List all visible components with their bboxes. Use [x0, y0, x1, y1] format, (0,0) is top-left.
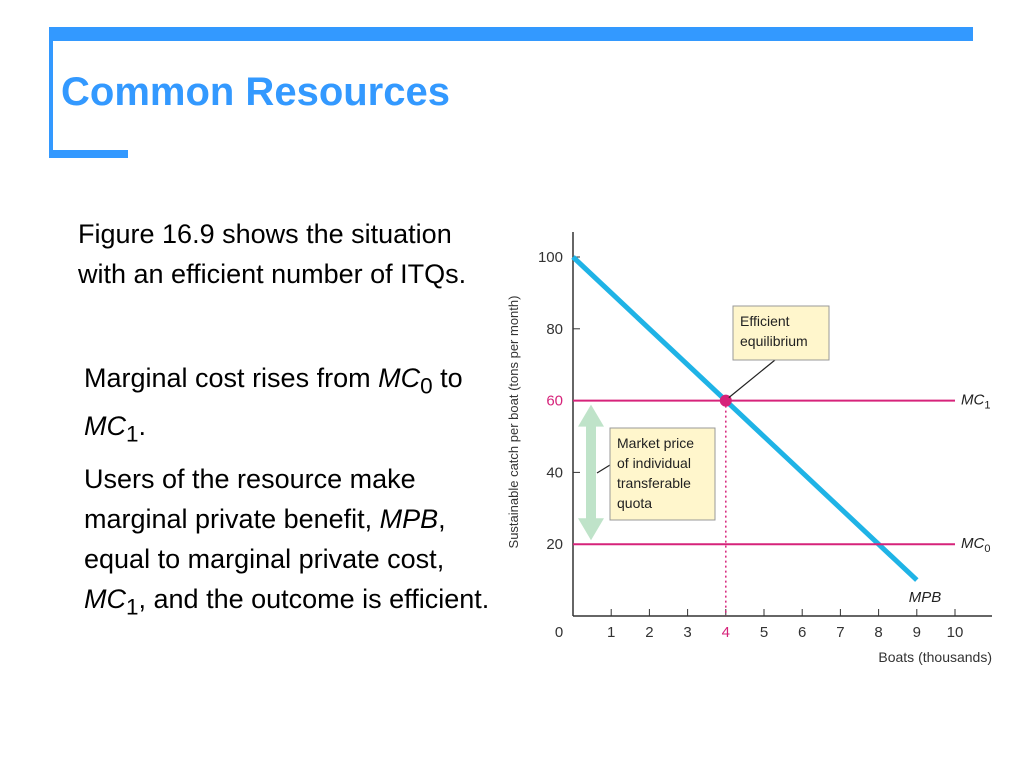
mc0-label: MC0: [961, 535, 990, 555]
y-axis-label: Sustainable catch per boat (tons per mon…: [506, 296, 521, 549]
x-tick-label: 1: [607, 624, 615, 641]
bullet-text: , and the outcome is efficient.: [138, 584, 490, 614]
y-tick-label: 80: [546, 321, 563, 338]
x-tick-label: 2: [645, 624, 653, 641]
efficient-equilibrium-label: Efficient: [740, 313, 790, 329]
quota-price-label: transferable: [617, 475, 691, 491]
x-tick-label: 0: [555, 624, 563, 641]
efficient-equilibrium-label: equilibrium: [740, 333, 808, 349]
mc0-subscript: 0: [420, 373, 433, 399]
mc1-label: MC: [84, 411, 126, 442]
mc0-label: MC: [378, 363, 421, 393]
quota-price-label: quota: [617, 495, 652, 511]
bullet-text: Users of the resource make marginal priv…: [84, 464, 416, 534]
x-tick-label: 8: [874, 624, 882, 641]
y-tick-label: 60: [546, 393, 563, 410]
quota-arrow-head-down: [578, 518, 604, 541]
x-tick-label: 7: [836, 624, 844, 641]
bullet-marginal-cost: Marginal cost rises from MC0 to MC1.: [84, 358, 504, 455]
x-tick-label: 10: [947, 624, 964, 641]
quota-price-label: Market price: [617, 435, 694, 451]
bullet-users: Users of the resource make marginal priv…: [84, 459, 504, 627]
x-tick-label: 9: [913, 624, 921, 641]
title-accent-bar: [51, 27, 973, 41]
equilibrium-point: [719, 394, 732, 407]
y-tick-label: 40: [546, 464, 563, 481]
mc1-subscript: 1: [126, 421, 139, 447]
x-tick-label: 6: [798, 624, 806, 641]
x-tick-label: 5: [760, 624, 768, 641]
mpb-label: MPB: [909, 589, 942, 606]
itq-chart: Sustainable catch per boat (tons per mon…: [506, 232, 992, 665]
quota-price-box: [609, 427, 716, 521]
bullet-text: .: [138, 411, 147, 442]
slide-title: Common Resources: [61, 70, 450, 114]
efficient-equilibrium-box: [732, 305, 830, 361]
mpb-label: MPB: [379, 504, 439, 534]
efficient-leader-line: [728, 359, 776, 399]
y-tick-label: 20: [546, 536, 563, 553]
title-underline-accent: [49, 150, 128, 158]
x-tick-label: 4: [722, 624, 730, 641]
x-axis-label: Boats (thousands): [878, 649, 992, 665]
title-left-accent-bar: [49, 27, 53, 157]
quota-arrow-shaft: [586, 422, 596, 523]
mc-label: MC: [84, 584, 126, 614]
quota-price-label: of individual: [617, 455, 691, 471]
mc-subscript: 1: [126, 594, 139, 620]
quota-leader-line: [596, 464, 611, 474]
y-tick-label: 100: [538, 249, 563, 266]
quota-arrow-head-up: [578, 404, 604, 427]
intro-text: Figure 16.9 shows the situation with an …: [78, 219, 467, 289]
mc1-label: MC1: [961, 392, 990, 412]
bullet-text: Marginal cost rises from: [84, 363, 379, 393]
x-tick-label: 3: [683, 624, 691, 641]
bullet-text: to: [432, 363, 463, 393]
bullet-text: , equal to marginal private cost,: [84, 504, 446, 574]
mpb-curve: [571, 255, 919, 582]
